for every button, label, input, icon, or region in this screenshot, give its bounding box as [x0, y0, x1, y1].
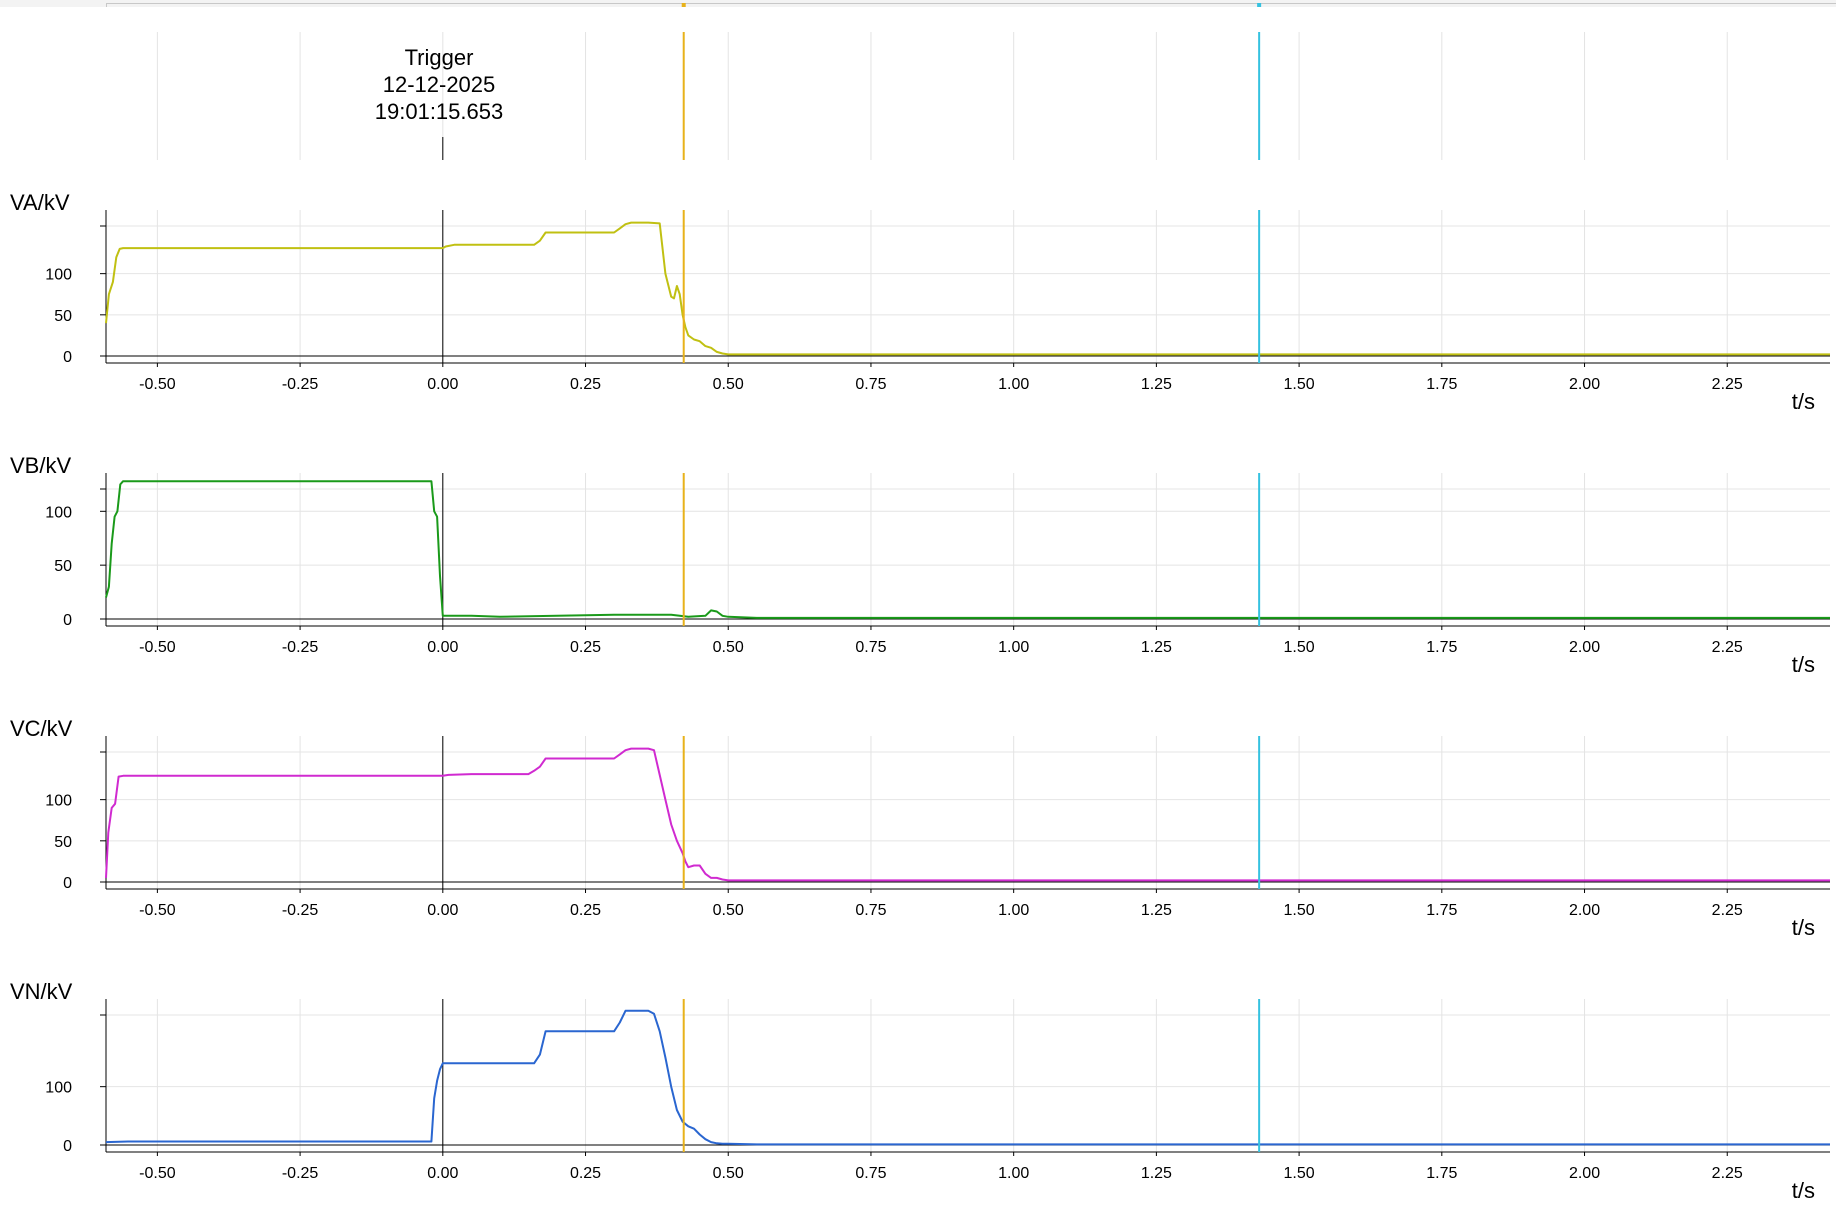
y-tick-label: 0: [63, 612, 72, 629]
y-axis-label: VN/kV: [10, 979, 73, 1004]
x-tick-label: 0.50: [713, 1165, 744, 1182]
x-tick-label: 2.00: [1569, 376, 1600, 393]
x-tick-label: 0.75: [855, 902, 886, 919]
x-tick-label: 2.25: [1712, 376, 1743, 393]
y-tick-label: 100: [45, 1080, 72, 1097]
channel-panel-vc: 0 50 100 -0.50 -0.25 0.00 0.25 0.50 0.75 1.00 1.25…: [10, 716, 1830, 940]
series-line-vb: [105, 480, 1830, 619]
x-tick-label: -0.50: [139, 1165, 176, 1182]
x-tick-label: 0.25: [570, 1165, 601, 1182]
x-tick-label: 1.00: [998, 376, 1029, 393]
x-tick-label: 0.75: [855, 1165, 886, 1182]
x-tick-label: 1.25: [1141, 639, 1172, 656]
x-tick-label: 1.50: [1284, 639, 1315, 656]
x-tick-label: -0.50: [139, 376, 176, 393]
x-tick-label: 0.25: [570, 639, 601, 656]
x-tick-label: 1.50: [1284, 376, 1315, 393]
series-line-vc: [105, 747, 1830, 882]
trigger-title: Trigger: [405, 45, 474, 70]
y-tick-label: 0: [63, 349, 72, 366]
x-tick-label: 2.25: [1712, 639, 1743, 656]
x-tick-label: 0.25: [570, 376, 601, 393]
y-axis-label: VB/kV: [10, 453, 71, 478]
x-tick-label: 0.50: [713, 902, 744, 919]
x-tick-label: 1.25: [1141, 1165, 1172, 1182]
x-tick-label: 1.50: [1284, 1165, 1315, 1182]
x-axis-label: t/s: [1792, 915, 1815, 940]
trigger-time: 19:01:15.653: [375, 99, 503, 124]
y-tick-label: 50: [54, 834, 72, 851]
x-tick-label: 0.75: [855, 376, 886, 393]
x-tick-label: -0.25: [282, 376, 319, 393]
series-line-va: [105, 221, 1830, 356]
cursor-2-handle[interactable]: [1257, 3, 1262, 7]
x-tick-label: 1.00: [998, 639, 1029, 656]
x-axis-label: t/s: [1792, 389, 1815, 414]
y-axis-label: VA/kV: [10, 190, 70, 215]
channel-panels: 0 50 100 -0.50 -0.25 0.00 0.25 0.50 0.75 1.00 1.25…: [10, 190, 1830, 1203]
y-tick-label: 50: [54, 558, 72, 575]
x-tick-label: 0.50: [713, 376, 744, 393]
grid-layer: [156, 32, 1728, 160]
x-tick-label: -0.25: [282, 639, 319, 656]
x-axis-label: t/s: [1792, 652, 1815, 677]
y-tick-label: 0: [63, 875, 72, 892]
x-tick-label: 0.00: [427, 1165, 458, 1182]
x-tick-label: 1.75: [1426, 376, 1457, 393]
x-tick-label: 1.75: [1426, 639, 1457, 656]
x-tick-label: 1.50: [1284, 902, 1315, 919]
x-tick-label: 2.25: [1712, 902, 1743, 919]
channel-panel-vn: 0 100 -0.50 -0.25 0.00 0.25 0.50 0.75 1.00 1.25 1.…: [10, 979, 1830, 1203]
x-tick-label: 2.00: [1569, 639, 1600, 656]
x-tick-label: 1.00: [998, 1165, 1029, 1182]
x-tick-label: 0.75: [855, 639, 886, 656]
cursor-layer[interactable]: [681, 3, 1262, 1152]
x-tick-label: 1.25: [1141, 902, 1172, 919]
x-tick-label: 1.75: [1426, 902, 1457, 919]
x-tick-label: -0.25: [282, 902, 319, 919]
x-tick-label: 0.00: [427, 902, 458, 919]
x-tick-label: 1.00: [998, 902, 1029, 919]
channel-panel-va: 0 50 100 -0.50 -0.25 0.00 0.25 0.50 0.75 1.00 1.25…: [10, 190, 1830, 414]
series-line-vn: [105, 1009, 1830, 1146]
x-tick-label: 2.00: [1569, 902, 1600, 919]
x-tick-label: 0.00: [427, 376, 458, 393]
channel-panel-vb: 0 50 100 -0.50 -0.25 0.00 0.25 0.50 0.75 1.00 1.25…: [10, 453, 1830, 677]
x-tick-label: -0.25: [282, 1165, 319, 1182]
top-toolbar-strip: [0, 0, 1836, 7]
x-tick-label: 1.75: [1426, 1165, 1457, 1182]
x-tick-label: 0.25: [570, 902, 601, 919]
cursor-1-handle[interactable]: [681, 3, 686, 7]
y-tick-label: 100: [45, 504, 72, 521]
trigger-annotation: Trigger 12-12-2025 19:01:15.653: [375, 45, 503, 124]
x-tick-label: -0.50: [139, 639, 176, 656]
x-tick-label: 1.25: [1141, 376, 1172, 393]
x-tick-label: 2.25: [1712, 1165, 1743, 1182]
top-frame-edge: [106, 3, 1836, 7]
y-tick-label: 50: [54, 308, 72, 325]
y-tick-label: 100: [45, 267, 72, 284]
x-tick-label: 0.00: [427, 639, 458, 656]
x-tick-label: 0.50: [713, 639, 744, 656]
y-tick-label: 100: [45, 793, 72, 810]
y-tick-label: 0: [63, 1138, 72, 1155]
trigger-date: 12-12-2025: [383, 72, 496, 97]
x-tick-label: 2.00: [1569, 1165, 1600, 1182]
x-tick-label: -0.50: [139, 902, 176, 919]
x-axis-label: t/s: [1792, 1178, 1815, 1203]
y-axis-label: VC/kV: [10, 716, 73, 741]
